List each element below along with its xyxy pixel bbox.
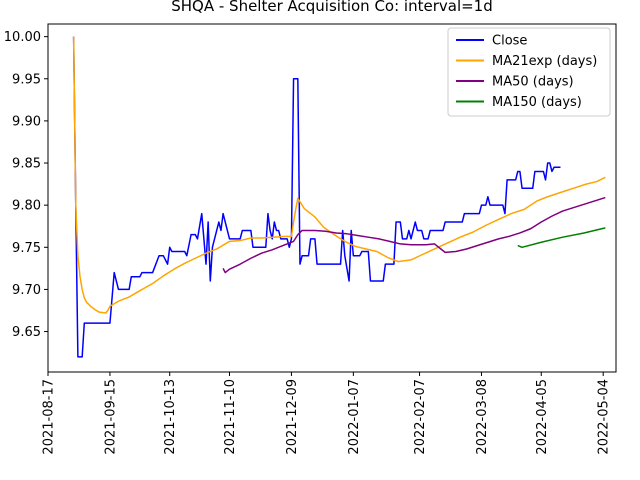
legend-label-2: MA50 (days) [492, 75, 574, 90]
series-line-0 [72, 36, 561, 358]
x-tick-label: 2022-05-04 [597, 379, 612, 455]
y-tick-label: 9.95 [12, 72, 41, 87]
series-line-2 [222, 196, 606, 274]
x-tick-label: 2022-02-07 [413, 379, 428, 455]
x-tick-label: 2021-08-17 [42, 379, 57, 455]
y-tick-label: 9.70 [12, 283, 41, 298]
x-tick-label: 2021-12-09 [285, 379, 300, 455]
y-axis: 9.65 9.70 9.75 9.80 9.85 9.90 9.95 10.00 [4, 30, 48, 340]
x-axis: 2021-08-17 2021-09-15 2021-10-13 2021-11-10… [42, 372, 612, 455]
y-tick-label: 10.00 [4, 30, 41, 45]
x-tick-label: 2021-09-15 [103, 379, 118, 455]
y-tick-label: 9.90 [12, 114, 41, 129]
x-tick-label: 2021-10-13 [163, 379, 178, 455]
series-layer [72, 36, 606, 358]
y-tick-label: 9.75 [12, 241, 41, 256]
legend-label-0: Close [492, 34, 527, 49]
series-line-1 [72, 36, 606, 314]
series-line-3 [517, 227, 606, 249]
x-tick-label: 2022-04-05 [535, 379, 550, 455]
y-tick-label: 9.85 [12, 157, 41, 172]
plot-frame [47, 23, 617, 373]
x-tick-label: 2022-03-08 [475, 379, 490, 455]
legend: Close MA21exp (days) MA50 (days) MA150 (day… [447, 27, 611, 117]
x-tick-label: 2022-01-07 [347, 379, 362, 455]
plot-area [72, 36, 606, 358]
legend-label-3: MA150 (days) [492, 95, 582, 110]
y-tick-label: 9.80 [12, 199, 41, 214]
y-tick-label: 9.65 [12, 325, 41, 340]
legend-label-1: MA21exp (days) [492, 54, 597, 69]
x-tick-label: 2021-11-10 [223, 379, 238, 455]
chart-title: SHQA - Shelter Acquisition Co: interval=… [171, 0, 493, 15]
legend-box [447, 27, 611, 117]
